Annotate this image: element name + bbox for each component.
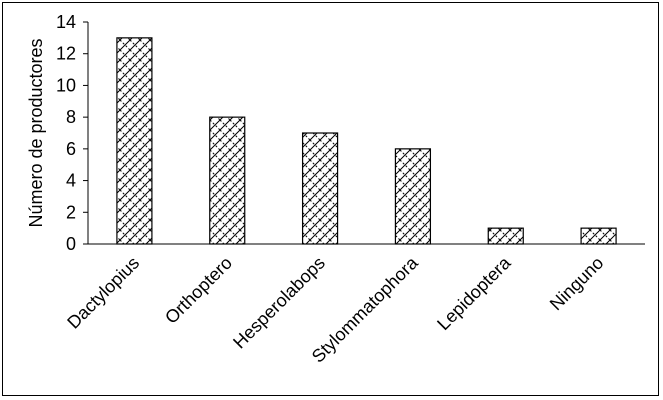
x-tick-label: Orthoptero (161, 253, 236, 328)
x-tick-label: Dactylopius (63, 253, 143, 333)
y-tick-label: 2 (66, 202, 76, 222)
y-tick-label: 12 (56, 44, 76, 64)
bar-dactylopius (116, 37, 153, 245)
y-tick-label: 10 (56, 75, 76, 95)
x-tick-label: Lepidoptera (433, 252, 515, 334)
bar-hesperolabops (301, 132, 339, 245)
x-tick-label: Hesperolabops (229, 253, 329, 353)
bar-stylommatophora (394, 148, 432, 245)
y-tick-label: 4 (66, 171, 76, 191)
y-tick-label: 0 (66, 234, 76, 254)
x-tick-label: Ninguno (546, 253, 608, 315)
y-tick-label: 14 (56, 12, 76, 32)
bar-lepidoptera (487, 227, 524, 245)
y-tick-label: 8 (66, 107, 76, 127)
bar-orthoptero (209, 116, 246, 245)
x-axis-labels: Dactylopius OrthopteroHesperolabopsStylom… (63, 252, 607, 367)
bars (116, 37, 617, 245)
y-tick-label: 6 (66, 139, 76, 159)
y-axis: 0 2 4 6 8 10 12 14 (56, 12, 89, 254)
bar-ninguno (580, 227, 617, 245)
y-axis-title: Número de productores (26, 38, 46, 227)
